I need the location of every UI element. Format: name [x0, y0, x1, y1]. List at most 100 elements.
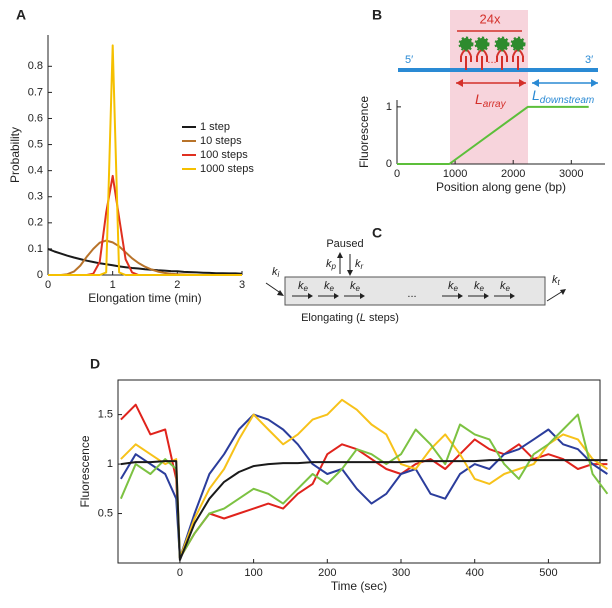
- arrowhead: [560, 289, 566, 295]
- y-tick-label: 0.7: [28, 86, 43, 98]
- rate-label: ke: [298, 280, 309, 293]
- subscript: e: [304, 284, 309, 293]
- arrowhead: [484, 293, 489, 299]
- x-tick-label: 1000: [443, 168, 467, 180]
- y-tick-label: 0.4: [28, 165, 43, 177]
- symbol: L: [360, 312, 366, 324]
- y-tick-label: 0: [386, 158, 392, 170]
- panel-label: A: [16, 7, 26, 23]
- gene-diagram: 5′ 3′ 24x ... Larray Ldownstream: [398, 10, 598, 164]
- subscript: downstream: [540, 95, 594, 106]
- legend-label: 100 steps: [200, 149, 248, 161]
- panel-label: B: [372, 7, 382, 23]
- subscript: e: [454, 284, 459, 293]
- text: steps): [366, 312, 399, 324]
- x-axis-label: Elongation time (min): [88, 291, 201, 305]
- l-array: Larray: [475, 91, 507, 110]
- x-tick-label: 3: [239, 279, 245, 291]
- x-tick-label: 1: [110, 279, 116, 291]
- array-highlight: [450, 10, 528, 164]
- elongating-label: Elongating (L steps): [301, 312, 399, 324]
- symbol: k: [298, 280, 304, 292]
- subscript: r: [361, 262, 364, 271]
- three-prime: 3′: [585, 54, 593, 66]
- x-axis-label: Position along gene (bp): [436, 180, 566, 194]
- symbol: L: [532, 87, 540, 103]
- y-tick-label: 0.5: [28, 138, 43, 150]
- arrowhead: [308, 293, 313, 299]
- rate-label: ke: [448, 280, 459, 293]
- symbol: k: [500, 280, 506, 292]
- rate-label: ke: [350, 280, 361, 293]
- symbol: k: [326, 258, 332, 270]
- x-tick-label: 500: [539, 567, 557, 579]
- symbol: k: [474, 280, 480, 292]
- x-tick-label: 2: [174, 279, 180, 291]
- series-line: [397, 105, 589, 165]
- panel-label: C: [372, 225, 382, 241]
- arrowhead: [337, 252, 343, 258]
- y-axis-label: Fluorescence: [357, 96, 371, 168]
- ellipsis: ...: [487, 54, 496, 66]
- symbol: k: [350, 280, 356, 292]
- subscript: e: [356, 284, 361, 293]
- y-tick-label: 0.2: [28, 217, 43, 229]
- rate-label: ke: [324, 280, 335, 293]
- arrowhead: [360, 293, 365, 299]
- series-line: [120, 413, 608, 560]
- arrowhead: [334, 293, 339, 299]
- subscript: array: [483, 99, 507, 110]
- arrowhead: [458, 293, 463, 299]
- legend-label: 1 step: [200, 121, 230, 133]
- x-tick-label: 0: [394, 168, 400, 180]
- y-tick-label: 1: [107, 458, 113, 470]
- subscript: i: [278, 270, 280, 279]
- symbol: k: [324, 280, 330, 292]
- x-tick-label: 100: [244, 567, 262, 579]
- series-line: [120, 459, 608, 561]
- rate-label: kp: [326, 258, 337, 271]
- y-tick-label: 0.3: [28, 191, 43, 203]
- y-tick-label: 0.1: [28, 243, 43, 255]
- y-tick-label: 0.6: [28, 112, 43, 124]
- rate-label: ke: [474, 280, 485, 293]
- arrowhead: [277, 290, 284, 296]
- series-line: [119, 413, 609, 560]
- rate-label: ke: [500, 280, 511, 293]
- rate-label: kr: [355, 258, 364, 271]
- x-tick-label: 0: [45, 279, 51, 291]
- plot-frame: [117, 379, 601, 564]
- y-tick-label: 0: [37, 269, 43, 281]
- chart: 0 100 200 300 400 500 0.5 1 1.5 Time (sec) Fluores…: [78, 379, 609, 593]
- subscript: e: [506, 284, 511, 293]
- x-tick-label: 3000: [559, 168, 583, 180]
- arrowhead: [347, 270, 353, 276]
- l-downstream: Ldownstream: [532, 87, 594, 106]
- chart: 0 1 2 3 0 0.1 0.2 0.3 0.4 0.5 0.6 0.7 0.8 Elongation …: [8, 35, 254, 305]
- symbol: k: [272, 266, 278, 278]
- y-tick-label: 1: [386, 101, 392, 113]
- length-arrows: [456, 79, 598, 87]
- arrow: [546, 290, 564, 302]
- x-tick-label: 200: [318, 567, 336, 579]
- chart: 0 1000 2000 3000 0 1 Position along gene (bp) F…: [357, 96, 605, 194]
- kinetic-diagram: Paused kp kr ki kt ke ke ke ke ke ke ... Elon…: [265, 238, 566, 324]
- arrowhead: [510, 293, 515, 299]
- y-axis-label: Probability: [8, 127, 22, 183]
- steps: ke ke ke ke ke ke: [292, 280, 515, 299]
- x-axis-label: Time (sec): [331, 579, 387, 593]
- y-tick-label: 1.5: [98, 409, 113, 421]
- y-axis-label: Fluorescence: [78, 435, 92, 507]
- legend-label: 1000 steps: [200, 163, 254, 175]
- symbol: k: [448, 280, 454, 292]
- five-prime: 5′: [405, 54, 413, 66]
- x-tick-label: 2000: [501, 168, 525, 180]
- symbol: L: [475, 91, 483, 107]
- rate-label: kt: [552, 274, 561, 287]
- x-tick-label: 400: [466, 567, 484, 579]
- series-line: [48, 44, 242, 276]
- symbol: k: [355, 258, 361, 270]
- array-count: 24x: [480, 11, 501, 26]
- series-line: [120, 398, 608, 560]
- x-tick-label: 300: [392, 567, 410, 579]
